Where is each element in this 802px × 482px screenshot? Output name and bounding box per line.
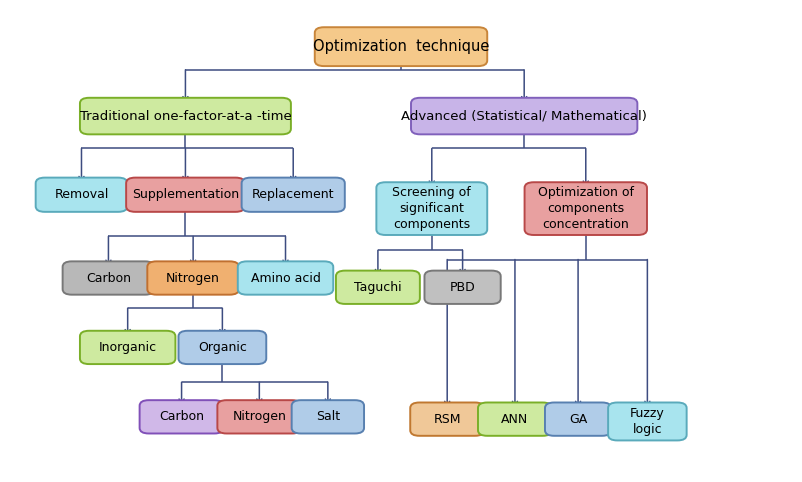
FancyBboxPatch shape [217,400,302,433]
FancyBboxPatch shape [63,261,154,295]
Text: Fuzzy
logic: Fuzzy logic [630,407,665,436]
Text: Replacement: Replacement [252,188,334,201]
Text: Advanced (Statistical/ Mathematical): Advanced (Statistical/ Mathematical) [401,109,647,122]
Text: Carbon: Carbon [86,271,131,284]
FancyBboxPatch shape [35,177,128,212]
Text: Screening of
significant
components: Screening of significant components [392,186,471,231]
FancyBboxPatch shape [314,27,488,66]
FancyBboxPatch shape [148,261,239,295]
Text: PBD: PBD [450,281,476,294]
FancyBboxPatch shape [237,261,334,295]
FancyBboxPatch shape [376,182,488,235]
Text: Optimization of
components
concentration: Optimization of components concentration [538,186,634,231]
Text: Salt: Salt [316,410,340,423]
FancyBboxPatch shape [608,402,687,441]
Text: Nitrogen: Nitrogen [233,410,286,423]
Text: GA: GA [569,413,587,426]
FancyBboxPatch shape [179,331,266,364]
Text: Supplementation: Supplementation [132,188,239,201]
Text: Nitrogen: Nitrogen [166,271,220,284]
Text: Taguchi: Taguchi [354,281,402,294]
FancyBboxPatch shape [525,182,647,235]
Text: Inorganic: Inorganic [99,341,156,354]
FancyBboxPatch shape [126,177,245,212]
Text: Optimization  technique: Optimization technique [313,39,489,54]
FancyBboxPatch shape [411,98,638,134]
Text: Traditional one-factor-at-a -time: Traditional one-factor-at-a -time [79,109,291,122]
FancyBboxPatch shape [241,177,345,212]
FancyBboxPatch shape [424,270,500,304]
FancyBboxPatch shape [336,270,420,304]
Text: Carbon: Carbon [159,410,204,423]
FancyBboxPatch shape [411,402,484,436]
FancyBboxPatch shape [80,98,291,134]
FancyBboxPatch shape [292,400,364,433]
Text: Removal: Removal [55,188,108,201]
Text: Amino acid: Amino acid [250,271,321,284]
FancyBboxPatch shape [478,402,552,436]
Text: RSM: RSM [433,413,461,426]
FancyBboxPatch shape [140,400,224,433]
FancyBboxPatch shape [545,402,611,436]
Text: Organic: Organic [198,341,247,354]
FancyBboxPatch shape [80,331,176,364]
Text: ANN: ANN [501,413,529,426]
